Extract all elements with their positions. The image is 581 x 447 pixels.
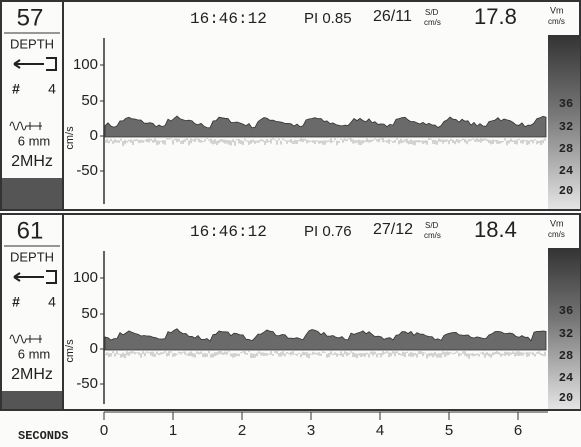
vm-unit-top: Vm xyxy=(550,5,564,15)
scale-label: 36 xyxy=(559,97,573,111)
probe-frequency: 2MHz xyxy=(11,153,53,170)
pulsatility-index: PI 0.85 xyxy=(304,10,352,27)
time-axis-label: SECONDS xyxy=(18,429,68,443)
y-tick-label: -50 xyxy=(76,375,98,392)
vm-unit-top: Vm xyxy=(550,218,564,228)
channel-symbol: # xyxy=(12,81,20,97)
y-tick-label: 100 xyxy=(73,269,98,286)
y-tick-label: 100 xyxy=(73,56,98,73)
time-tick-label: 6 xyxy=(514,422,522,439)
sample-volume: 6 mm xyxy=(18,133,51,148)
systolic-diastolic: 26/11 xyxy=(373,8,412,25)
y-tick-label: 0 xyxy=(90,340,98,357)
sample-icon xyxy=(9,121,42,131)
probe-icon xyxy=(13,270,57,284)
systolic-diastolic: 27/12 xyxy=(373,221,413,238)
scale-label: 24 xyxy=(559,164,573,178)
clock: 16:46:12 xyxy=(190,223,267,241)
scale-label: 24 xyxy=(559,371,573,385)
depth-label: DEPTH xyxy=(10,36,54,51)
depth-value: 57 xyxy=(17,4,44,31)
y-axis-label: cm/s xyxy=(64,126,76,150)
sample-icon xyxy=(9,334,42,344)
time-tick-label: 3 xyxy=(307,422,315,439)
scale-label: 20 xyxy=(559,184,573,198)
pulsatility-index: PI 0.76 xyxy=(304,223,352,240)
probe-frequency: 2MHz xyxy=(11,366,53,383)
time-tick-label: 0 xyxy=(100,422,108,439)
sd-unit-top: S/D xyxy=(425,8,439,17)
channel-symbol: # xyxy=(12,294,20,310)
scale-label: 32 xyxy=(559,120,573,134)
mean-velocity: 17.8 xyxy=(474,4,517,29)
sd-unit-bottom: cm/s xyxy=(424,18,441,27)
depth-value: 61 xyxy=(17,217,44,244)
scale-label: 36 xyxy=(559,304,573,318)
scale-label: 32 xyxy=(559,327,573,341)
channel-value: 4 xyxy=(48,294,56,310)
vm-unit-bottom: cm/s xyxy=(548,230,565,239)
mean-velocity: 18.4 xyxy=(474,217,517,242)
reverse-flow-noise xyxy=(104,138,546,146)
channel-value: 4 xyxy=(48,81,56,97)
time-tick-label: 5 xyxy=(445,422,453,439)
sample-volume: 6 mm xyxy=(18,346,51,361)
y-tick-label: -50 xyxy=(76,162,98,179)
y-tick-label: 50 xyxy=(81,305,98,322)
y-tick-label: 0 xyxy=(90,127,98,144)
gray-scale xyxy=(548,248,580,409)
doppler-panel: 61 DEPTH # 4 6 mm 2MHz 16:46:12 PI 0.76 27/12 S/D… xyxy=(0,213,581,411)
spectral-waveform xyxy=(104,328,547,351)
sd-unit-bottom: cm/s xyxy=(424,231,441,240)
scale-label: 28 xyxy=(559,142,573,156)
depth-label: DEPTH xyxy=(10,249,54,264)
spectral-waveform xyxy=(104,115,547,138)
time-tick-label: 1 xyxy=(169,422,177,439)
time-tick-label: 4 xyxy=(376,422,384,439)
gray-scale xyxy=(548,35,580,209)
gain-block xyxy=(2,178,62,209)
probe-icon xyxy=(13,57,57,71)
clock: 16:46:12 xyxy=(190,10,267,28)
reverse-flow-noise xyxy=(104,351,546,359)
vm-unit-bottom: cm/s xyxy=(548,17,565,26)
time-tick-label: 2 xyxy=(238,422,246,439)
y-tick-label: 50 xyxy=(81,92,98,109)
sd-unit-top: S/D xyxy=(425,221,439,230)
doppler-panel: 57 DEPTH # 4 6 mm 2MHz 16:46:12 PI 0.85 26/11 S/D… xyxy=(0,0,581,211)
scale-label: 20 xyxy=(559,391,573,405)
scale-label: 28 xyxy=(559,349,573,363)
y-axis-label: cm/s xyxy=(64,339,76,363)
gain-block xyxy=(2,391,62,409)
